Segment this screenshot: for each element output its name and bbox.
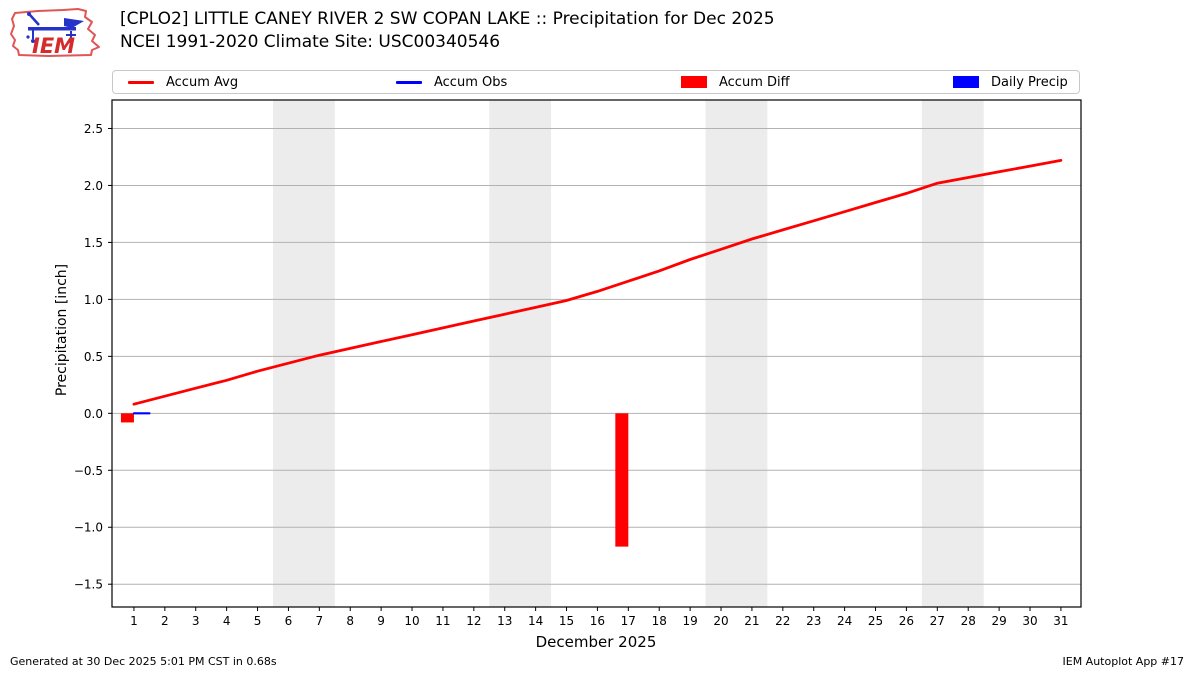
y-tick-label: 2.0 xyxy=(84,179,103,193)
weekend-band xyxy=(489,100,552,607)
y-tick-label: 2.5 xyxy=(84,122,103,136)
x-tick-label: 28 xyxy=(961,614,976,628)
iem-logo: IEM xyxy=(8,4,108,62)
daily-precip-patch-swatch xyxy=(953,76,979,88)
x-tick-label: 20 xyxy=(713,614,728,628)
x-tick-label: 29 xyxy=(991,614,1006,628)
x-tick-label: 27 xyxy=(930,614,945,628)
x-tick-label: 9 xyxy=(377,614,385,628)
x-tick-label: 7 xyxy=(316,614,324,628)
accum-diff-bar xyxy=(615,413,629,547)
x-tick-label: 14 xyxy=(528,614,543,628)
x-tick-label: 22 xyxy=(775,614,790,628)
weather-vane-icon xyxy=(26,12,84,44)
accum-obs-line-swatch xyxy=(396,80,422,84)
x-tick-label: 19 xyxy=(682,614,697,628)
x-tick-label: 11 xyxy=(435,614,450,628)
logo-text: IEM xyxy=(32,34,75,58)
weekend-band xyxy=(705,100,768,607)
x-tick-label: 4 xyxy=(223,614,231,628)
legend-entry-accum-obs: Accum Obs xyxy=(396,71,507,93)
y-tick-label: 0.5 xyxy=(84,350,103,364)
y-tick-label: 1.0 xyxy=(84,293,103,307)
x-tick-label: 13 xyxy=(497,614,512,628)
x-tick-label: 5 xyxy=(254,614,262,628)
x-tick-label: 17 xyxy=(621,614,636,628)
legend: Accum Avg Accum Obs Accum Diff Daily Pre… xyxy=(112,70,1080,94)
iowa-outline-icon: IEM xyxy=(10,8,100,58)
y-tick-label: −1.5 xyxy=(74,578,103,592)
legend-entry-daily-precip: Daily Precip xyxy=(953,71,1068,93)
legend-entry-accum-avg: Accum Avg xyxy=(128,71,238,93)
y-axis-label: Precipitation [inch] xyxy=(54,263,70,397)
x-tick-label: 26 xyxy=(899,614,914,628)
accum-diff-patch-swatch xyxy=(681,76,707,88)
x-tick-label: 23 xyxy=(806,614,821,628)
precipitation-chart: 1 2 3 4 5 6 7 8 9 10 11 12 13 14 15 16 17 18 19 20 21 22 23 24 2… xyxy=(74,99,1082,628)
accum-avg-line xyxy=(132,159,1063,406)
plot-area: 1 2 3 4 5 6 7 8 9 10 11 12 13 14 15 16 17 18 19 20 21 22 23 24 2… xyxy=(74,99,1082,628)
x-tick-label: 6 xyxy=(285,614,293,628)
plot-frame xyxy=(111,99,1082,608)
generated-timestamp: Generated at 30 Dec 2025 5:01 PM CST in … xyxy=(10,655,277,668)
x-tick-label: 25 xyxy=(868,614,883,628)
legend-label: Accum Obs xyxy=(434,74,508,90)
legend-label: Accum Avg xyxy=(166,74,239,90)
chart-subtitle: NCEI 1991-2020 Climate Site: USC00340546 xyxy=(120,32,501,52)
y-tick-label: −1.0 xyxy=(74,521,103,535)
x-tick-label: 30 xyxy=(1022,614,1037,628)
y-tick-label: 1.5 xyxy=(84,236,103,250)
y-tick-label: −0.5 xyxy=(74,464,103,478)
x-tick-label: 1 xyxy=(130,614,138,628)
x-tick-label: 31 xyxy=(1053,614,1068,628)
x-tick-label: 10 xyxy=(404,614,419,628)
chart-title: [CPLO2] LITTLE CANEY RIVER 2 SW COPAN LA… xyxy=(120,9,775,29)
x-tick-label: 16 xyxy=(590,614,605,628)
x-tick-label: 18 xyxy=(652,614,667,628)
accum-diff-bar xyxy=(120,413,134,423)
y-tick-label: 0.0 xyxy=(84,407,103,421)
x-tick-label: 3 xyxy=(192,614,200,628)
x-tick-label: 24 xyxy=(837,614,852,628)
legend-label: Accum Diff xyxy=(719,74,790,90)
legend-label: Daily Precip xyxy=(991,74,1068,90)
x-tick-label: 21 xyxy=(744,614,759,628)
x-tick-label: 2 xyxy=(161,614,169,628)
x-axis-label: December 2025 xyxy=(535,633,657,651)
x-tick-label: 15 xyxy=(559,614,574,628)
legend-entry-accum-diff: Accum Diff xyxy=(681,71,790,93)
app-credit: IEM Autoplot App #17 xyxy=(1062,655,1185,668)
accum-avg-line-swatch xyxy=(128,80,154,84)
x-tick-label: 8 xyxy=(346,614,354,628)
x-tick-label: 12 xyxy=(466,614,481,628)
